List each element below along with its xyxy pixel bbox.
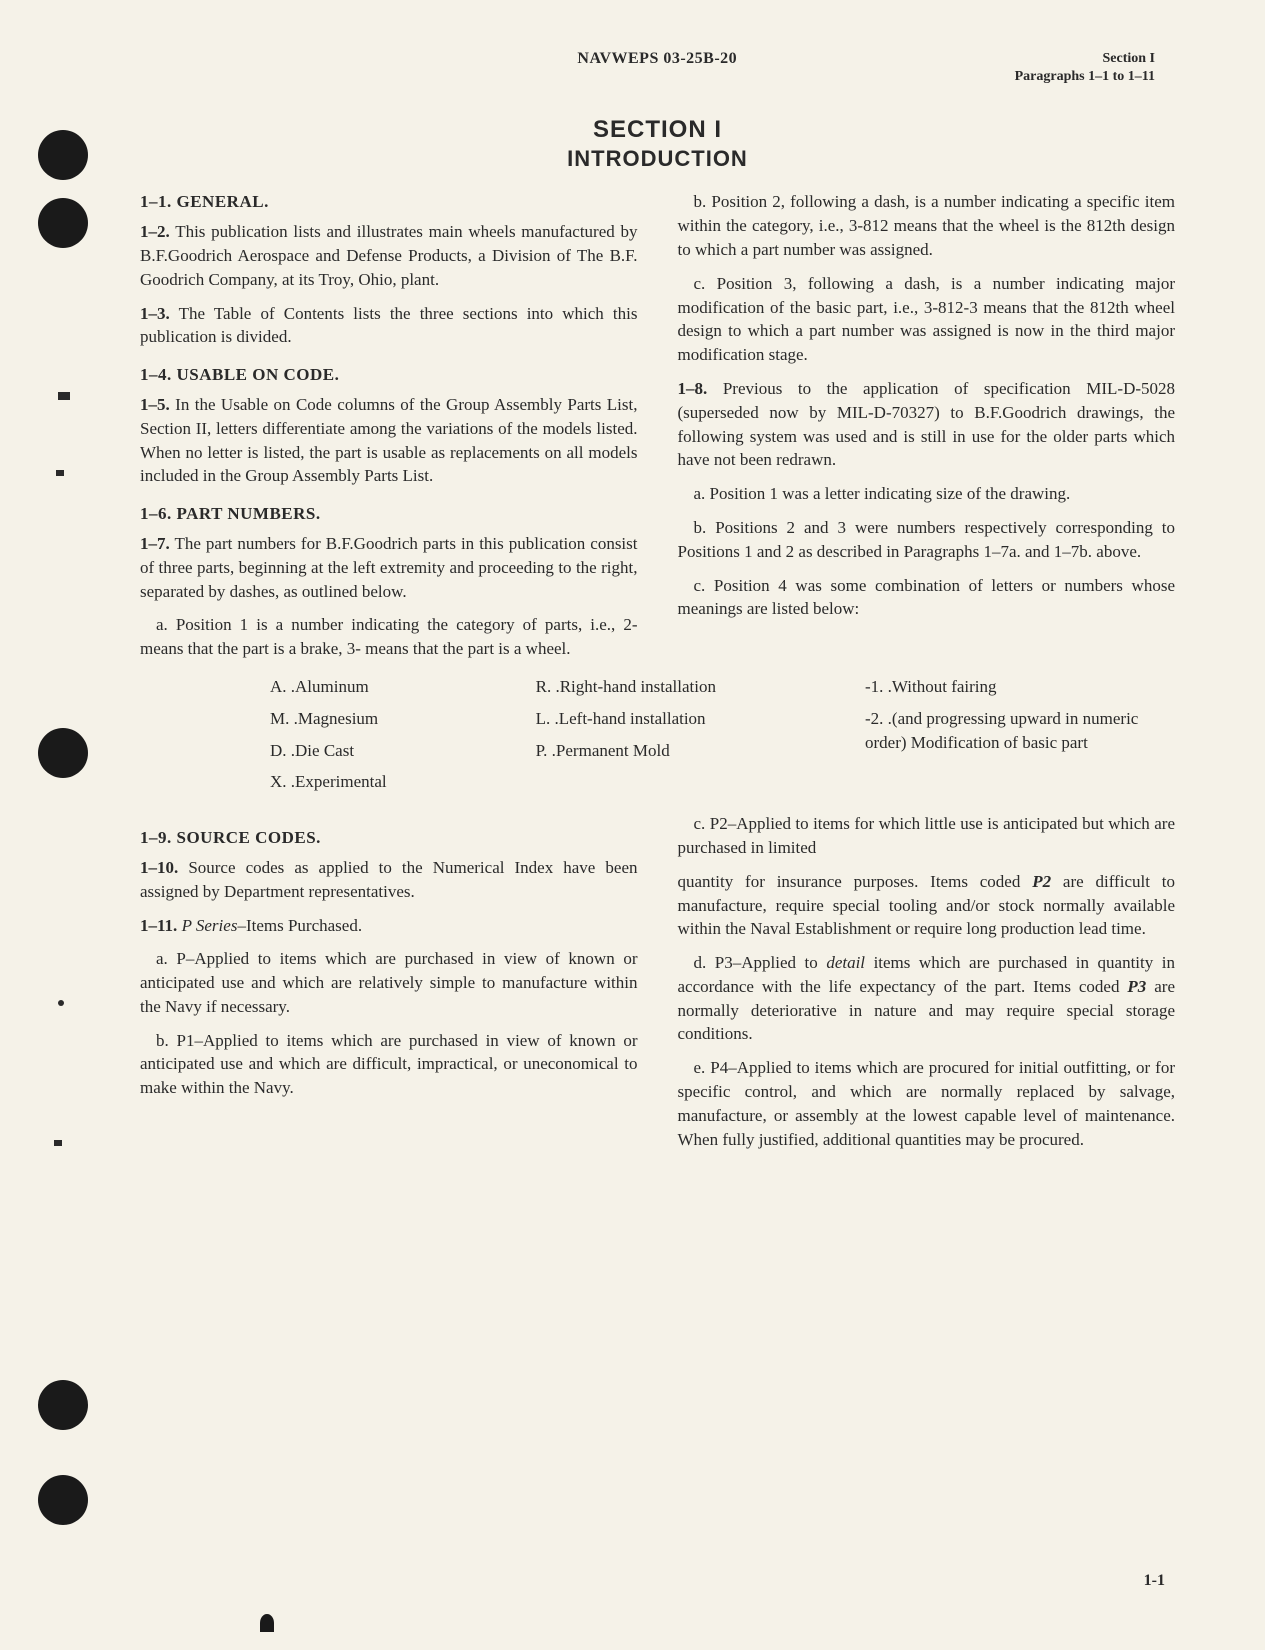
section-name: INTRODUCTION: [140, 146, 1175, 172]
para-num: 1–7.: [140, 534, 170, 553]
para-text: The Table of Contents lists the three se…: [140, 304, 638, 347]
para-1-7c: c. Position 3, following a dash, is a nu…: [678, 272, 1176, 367]
code-item: A. .Aluminum: [270, 675, 387, 699]
p-series-label: P Series: [182, 916, 238, 935]
para-1-8c: c. Position 4 was some combination of le…: [678, 574, 1176, 622]
para-num: 1–3.: [140, 304, 170, 323]
para-1-11c-part1: c. P2–Applied to items for which little …: [678, 812, 1176, 860]
para-1-7: 1–7. The part numbers for B.F.Goodrich p…: [140, 532, 638, 603]
page-mark: [56, 470, 64, 476]
para-1-3: 1–3. The Table of Contents lists the thr…: [140, 302, 638, 350]
heading-1-9: 1–9. SOURCE CODES.: [140, 826, 638, 850]
para-text: In the Usable on Code columns of the Gro…: [140, 395, 638, 485]
punch-hole: [38, 198, 88, 248]
punch-hole: [38, 1475, 88, 1525]
para-text: Source codes as applied to the Numerical…: [140, 858, 638, 901]
code-col-1: A. .Aluminum M. .Magnesium D. .Die Cast …: [270, 675, 387, 794]
para-num: 1–11.: [140, 916, 177, 935]
code-item: -1. .Without fairing: [865, 675, 1145, 699]
doc-id: NAVWEPS 03-25B-20: [300, 50, 1015, 68]
code-item: X. .Experimental: [270, 770, 387, 794]
code-col-3: -1. .Without fairing -2. .(and progressi…: [865, 675, 1145, 794]
section-label: Section I: [1015, 50, 1155, 68]
page-mark: [58, 392, 70, 400]
para-num: 1–10.: [140, 858, 178, 877]
code-item: R. .Right-hand installation: [536, 675, 716, 699]
para-1-7a: a. Position 1 is a number indicating the…: [140, 613, 638, 661]
punch-hole: [38, 1380, 88, 1430]
para-1-5: 1–5. In the Usable on Code columns of th…: [140, 393, 638, 488]
detail-word: detail: [826, 953, 865, 972]
para-num: 1–2.: [140, 222, 170, 241]
para-1-8b: b. Positions 2 and 3 were numbers respec…: [678, 516, 1176, 564]
code-item: -2. .(and progressing upward in numeric …: [865, 707, 1145, 755]
para-1-11: 1–11. P Series–Items Purchased.: [140, 914, 638, 938]
page-number: 1-1: [1144, 1572, 1165, 1590]
para-1-11b: b. P1–Applied to items which are purchas…: [140, 1029, 638, 1100]
page-mark: [58, 1000, 64, 1006]
para-1-11e: e. P4–Applied to items which are procure…: [678, 1056, 1176, 1151]
para-text: d. P3–Applied to: [694, 953, 827, 972]
para-1-7b: b. Position 2, following a dash, is a nu…: [678, 190, 1176, 261]
para-num: 1–8.: [678, 379, 708, 398]
page-header: NAVWEPS 03-25B-20 Section I Paragraphs 1…: [140, 50, 1175, 86]
code-col-2: R. .Right-hand installation L. .Left-han…: [536, 675, 716, 794]
para-1-10: 1–10. Source codes as applied to the Num…: [140, 856, 638, 904]
para-text: –Items Purchased.: [237, 916, 362, 935]
code-p2: P2: [1032, 872, 1051, 891]
para-1-11c-part2: quantity for insurance purposes. Items c…: [678, 870, 1176, 941]
para-1-11d: d. P3–Applied to detail items which are …: [678, 951, 1176, 1046]
code-item: M. .Magnesium: [270, 707, 387, 731]
para-text: This publication lists and illustrates m…: [140, 222, 638, 289]
code-item: L. .Left-hand installation: [536, 707, 716, 731]
code-item: P. .Permanent Mold: [536, 739, 716, 763]
heading-1-4: 1–4. USABLE ON CODE.: [140, 363, 638, 387]
punch-hole: [38, 130, 88, 180]
header-right: Section I Paragraphs 1–1 to 1–11: [1015, 50, 1155, 86]
code-p3: P3: [1127, 977, 1146, 996]
para-1-8: 1–8. Previous to the application of spec…: [678, 377, 1176, 472]
body-content: 1–1. GENERAL. 1–2. This publication list…: [140, 190, 1175, 1151]
page-mark: [54, 1140, 62, 1146]
para-text: Previous to the application of specifica…: [678, 379, 1176, 469]
code-table: A. .Aluminum M. .Magnesium D. .Die Cast …: [140, 675, 1175, 794]
para-text: quantity for insurance purposes. Items c…: [678, 872, 1033, 891]
heading-1-1: 1–1. GENERAL.: [140, 190, 638, 214]
code-item: D. .Die Cast: [270, 739, 387, 763]
punch-hole: [38, 728, 88, 778]
para-text: The part numbers for B.F.Goodrich parts …: [140, 534, 638, 601]
heading-1-6: 1–6. PART NUMBERS.: [140, 502, 638, 526]
para-1-11a: a. P–Applied to items which are purchase…: [140, 947, 638, 1018]
para-1-2: 1–2. This publication lists and illustra…: [140, 220, 638, 291]
para-num: 1–5.: [140, 395, 170, 414]
bottom-mark: [260, 1614, 274, 1632]
para-1-8a: a. Position 1 was a letter indicating si…: [678, 482, 1176, 506]
para-range: Paragraphs 1–1 to 1–11: [1015, 68, 1155, 86]
section-title: SECTION I: [140, 116, 1175, 144]
